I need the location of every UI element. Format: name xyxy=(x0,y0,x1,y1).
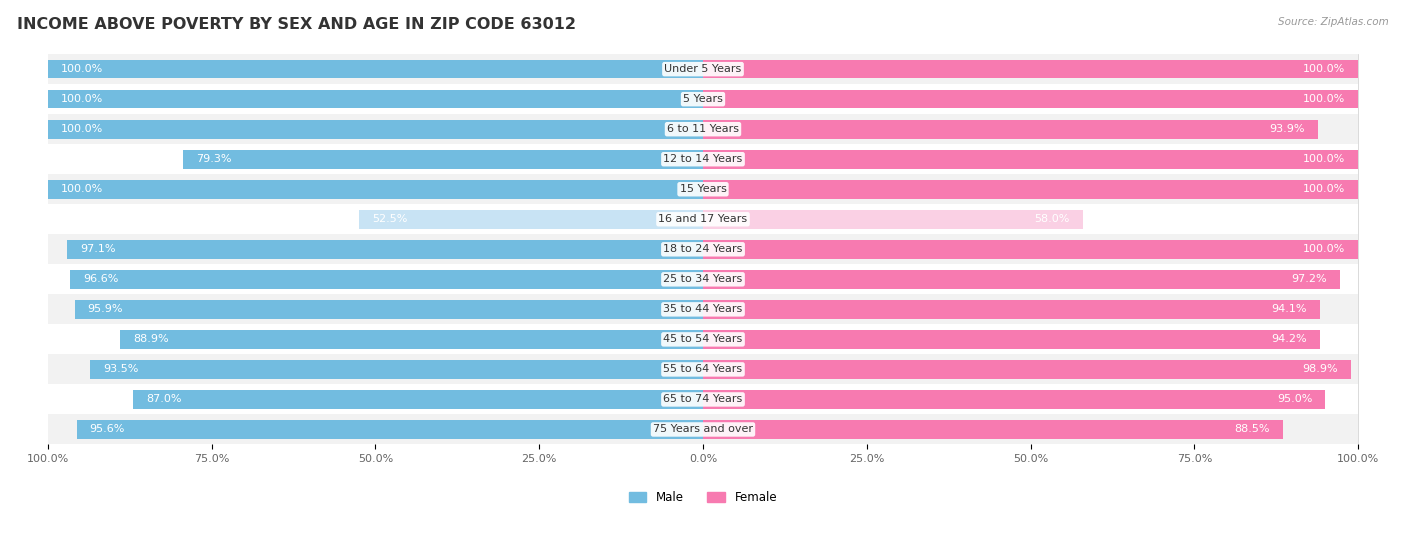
Bar xyxy=(48,385,1358,414)
Text: Source: ZipAtlas.com: Source: ZipAtlas.com xyxy=(1278,17,1389,27)
Bar xyxy=(48,234,1358,264)
Bar xyxy=(48,414,1358,444)
Text: 100.0%: 100.0% xyxy=(60,124,103,134)
Text: 94.2%: 94.2% xyxy=(1271,334,1308,344)
Bar xyxy=(121,330,703,349)
Text: 100.0%: 100.0% xyxy=(60,94,103,104)
Bar xyxy=(703,90,1358,108)
Text: 100.0%: 100.0% xyxy=(1303,154,1346,164)
Text: 94.1%: 94.1% xyxy=(1271,304,1306,314)
Bar xyxy=(703,390,1326,409)
Bar xyxy=(359,210,703,229)
Text: 100.0%: 100.0% xyxy=(60,184,103,194)
Text: Under 5 Years: Under 5 Years xyxy=(665,64,741,74)
Text: 95.0%: 95.0% xyxy=(1277,395,1312,404)
Text: 52.5%: 52.5% xyxy=(373,214,408,224)
Bar xyxy=(48,324,1358,354)
Text: 79.3%: 79.3% xyxy=(197,154,232,164)
Bar xyxy=(48,144,1358,174)
Text: 18 to 24 Years: 18 to 24 Years xyxy=(664,244,742,254)
Text: 55 to 64 Years: 55 to 64 Years xyxy=(664,364,742,375)
Bar xyxy=(703,60,1358,78)
Text: 45 to 54 Years: 45 to 54 Years xyxy=(664,334,742,344)
Bar xyxy=(48,264,1358,295)
Bar xyxy=(703,420,1282,439)
Bar xyxy=(76,420,703,439)
Bar xyxy=(90,360,703,378)
Text: 93.9%: 93.9% xyxy=(1270,124,1305,134)
Text: 97.2%: 97.2% xyxy=(1291,274,1327,285)
Bar xyxy=(48,54,1358,84)
Text: 6 to 11 Years: 6 to 11 Years xyxy=(666,124,740,134)
Bar xyxy=(70,270,703,288)
Text: 16 and 17 Years: 16 and 17 Years xyxy=(658,214,748,224)
Bar xyxy=(48,354,1358,385)
Text: 88.5%: 88.5% xyxy=(1234,424,1270,434)
Text: 25 to 34 Years: 25 to 34 Years xyxy=(664,274,742,285)
Bar xyxy=(703,240,1358,259)
Bar xyxy=(703,270,1340,288)
Text: 100.0%: 100.0% xyxy=(1303,64,1346,74)
Text: 35 to 44 Years: 35 to 44 Years xyxy=(664,304,742,314)
Bar xyxy=(703,120,1319,139)
Text: 95.6%: 95.6% xyxy=(90,424,125,434)
Text: 75 Years and over: 75 Years and over xyxy=(652,424,754,434)
Bar xyxy=(703,330,1320,349)
Bar xyxy=(183,150,703,168)
Text: 100.0%: 100.0% xyxy=(60,64,103,74)
Bar xyxy=(703,360,1351,378)
Bar xyxy=(48,295,1358,324)
Bar xyxy=(48,180,703,198)
Text: 98.9%: 98.9% xyxy=(1302,364,1339,375)
Text: 96.6%: 96.6% xyxy=(83,274,118,285)
Bar xyxy=(703,300,1320,319)
Text: 88.9%: 88.9% xyxy=(134,334,169,344)
Bar xyxy=(703,210,1083,229)
Text: 100.0%: 100.0% xyxy=(1303,184,1346,194)
Text: 15 Years: 15 Years xyxy=(679,184,727,194)
Text: 65 to 74 Years: 65 to 74 Years xyxy=(664,395,742,404)
Text: 95.9%: 95.9% xyxy=(87,304,124,314)
Text: 100.0%: 100.0% xyxy=(1303,244,1346,254)
Bar xyxy=(48,204,1358,234)
Bar xyxy=(48,84,1358,114)
Bar xyxy=(48,174,1358,204)
Bar xyxy=(703,180,1358,198)
Text: 58.0%: 58.0% xyxy=(1035,214,1070,224)
Bar xyxy=(134,390,703,409)
Text: 93.5%: 93.5% xyxy=(104,364,139,375)
Bar xyxy=(48,60,703,78)
Text: 5 Years: 5 Years xyxy=(683,94,723,104)
Bar xyxy=(48,114,1358,144)
Bar xyxy=(66,240,703,259)
Bar xyxy=(48,120,703,139)
Text: 100.0%: 100.0% xyxy=(1303,94,1346,104)
Text: 87.0%: 87.0% xyxy=(146,395,181,404)
Text: INCOME ABOVE POVERTY BY SEX AND AGE IN ZIP CODE 63012: INCOME ABOVE POVERTY BY SEX AND AGE IN Z… xyxy=(17,17,576,32)
Legend: Male, Female: Male, Female xyxy=(624,486,782,509)
Bar xyxy=(75,300,703,319)
Bar xyxy=(703,150,1358,168)
Bar xyxy=(48,90,703,108)
Text: 12 to 14 Years: 12 to 14 Years xyxy=(664,154,742,164)
Text: 97.1%: 97.1% xyxy=(80,244,115,254)
